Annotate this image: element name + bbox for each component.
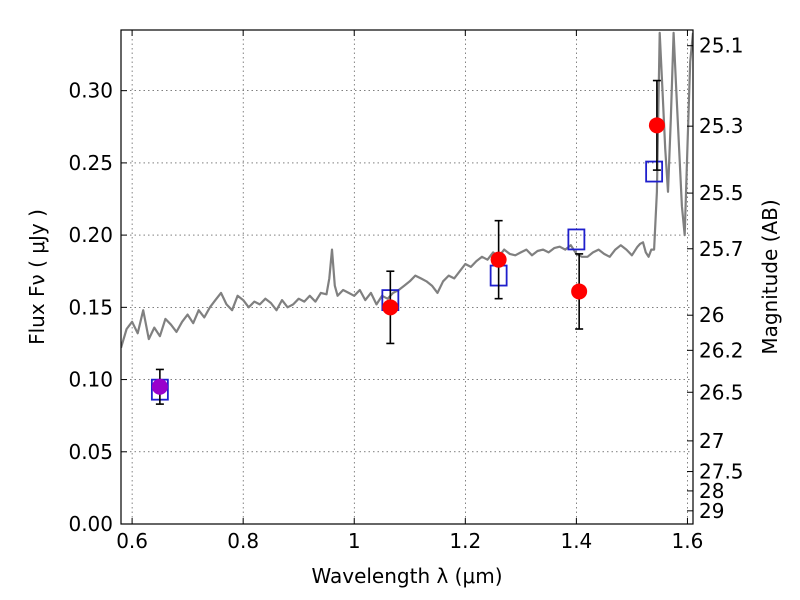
observed-photometry-point [151,378,168,395]
x-tick-label: 0.6 [116,529,148,553]
x-axis-label: Wavelength λ (μm) [311,564,502,588]
y-tick-label: 0.30 [68,79,113,103]
x-tick-label: 1.2 [449,529,481,553]
spectrum-line [121,31,693,349]
y-tick-label: 0.20 [68,223,113,247]
y-tick-label: 0.00 [68,512,113,536]
mag-tick-label: 27 [699,429,724,453]
y-tick-label: 0.10 [68,368,113,392]
mag-tick-label: 25.1 [699,34,744,58]
mag-tick-label: 26.5 [699,380,744,404]
x-tick-label: 1 [348,529,361,553]
mag-tick-label: 26.2 [699,338,744,362]
y-axis-label: Flux Fν ( μJy ) [25,209,49,345]
mag-tick-label: 27.5 [699,460,744,484]
y-tick-label: 0.05 [68,440,113,464]
x-tick-label: 0.8 [227,529,259,553]
x-tick-label: 1.4 [560,529,592,553]
y-tick-label: 0.25 [68,151,113,175]
mag-tick-label: 25.7 [699,237,744,261]
data-layer [121,31,693,405]
mag-tick-label: 25.3 [699,114,744,138]
model-photometry-square [645,160,664,183]
y-tick-label: 0.15 [68,295,113,319]
plot-frame [120,29,694,525]
x-tick-label: 1.6 [672,529,704,553]
mag-tick-label: 26 [699,303,724,327]
mag-tick-label: 25.5 [699,181,744,205]
model-photometry-square [567,228,586,251]
observed-photometry-point [648,117,665,134]
observed-photometry-point [382,299,399,316]
y2-axis-label: Magnitude (AB) [758,199,782,354]
observed-photometry-point [490,251,507,268]
mag-tick-label: 29 [699,499,724,523]
observed-photometry-point [571,283,588,300]
mag-tick-label: 28 [699,479,724,503]
axes: 0.6 0.8 1 1.2 1.4 1.6 0.00 0.05 0.10 0.15 0.20 0.25… [68,30,744,553]
